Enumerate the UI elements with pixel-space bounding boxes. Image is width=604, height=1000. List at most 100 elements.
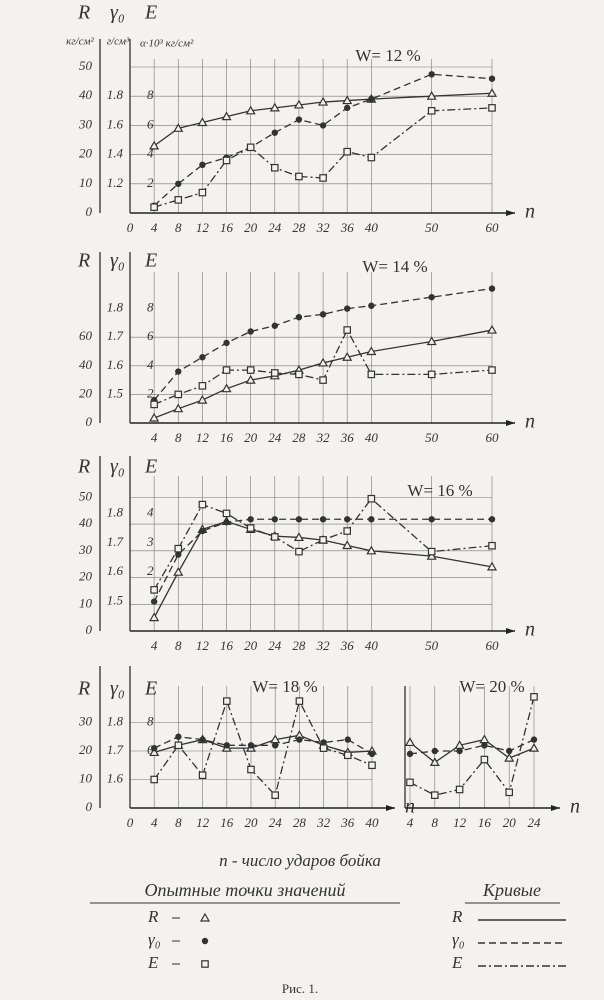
point xyxy=(201,937,209,945)
axis-header: γ₀ xyxy=(110,678,125,700)
point xyxy=(366,545,377,555)
point xyxy=(344,305,351,312)
x-axis-label: n xyxy=(525,411,535,433)
point xyxy=(505,788,514,797)
point xyxy=(246,524,255,532)
point xyxy=(486,324,498,334)
series-line xyxy=(153,736,373,755)
y3-tick-label: 2 xyxy=(147,385,154,400)
point xyxy=(271,129,278,136)
y-tick-label: 10 xyxy=(79,175,93,190)
y2-tick-label: 1.6 xyxy=(107,116,124,131)
x-tick-label: 16 xyxy=(478,815,492,830)
caption: Рис. 1. xyxy=(282,981,318,996)
series-line xyxy=(153,92,493,147)
series-line xyxy=(153,328,493,406)
point xyxy=(293,99,304,109)
x-tick-label: 16 xyxy=(220,638,234,653)
point xyxy=(174,196,183,204)
y3-units: α·10³ кг/см² xyxy=(140,38,194,50)
point xyxy=(368,95,375,103)
point xyxy=(222,366,231,374)
point xyxy=(272,742,279,749)
point xyxy=(319,516,327,523)
point xyxy=(481,742,488,749)
point xyxy=(221,383,232,393)
y-tick-label: 10 xyxy=(79,770,93,785)
x-tick-label: 50 xyxy=(425,638,439,653)
y2-tick-label: 1.8 xyxy=(107,713,124,728)
legend-label: γ₀ xyxy=(452,930,465,949)
annotation: W= 16 % xyxy=(407,481,472,500)
points-heading: Опытные точки значений xyxy=(144,880,345,900)
legend-label: E xyxy=(147,953,159,972)
x-tick-label: 36 xyxy=(340,638,355,653)
point xyxy=(150,744,158,752)
point xyxy=(222,156,231,165)
point xyxy=(295,516,303,523)
point xyxy=(198,382,207,390)
x-tick-label: 20 xyxy=(244,220,258,235)
point xyxy=(223,519,230,526)
point xyxy=(486,88,498,97)
point xyxy=(319,744,328,752)
y2-tick-label: 1.6 xyxy=(107,770,124,785)
y-tick-label: 50 xyxy=(79,58,93,73)
point xyxy=(488,366,496,374)
point xyxy=(319,376,327,384)
point xyxy=(221,111,232,121)
y-tick-label: 10 xyxy=(79,595,93,610)
y-tick-label: 40 xyxy=(79,515,93,530)
y-tick-label: 0 xyxy=(86,204,93,219)
point xyxy=(246,366,255,374)
y3-tick-label: 3 xyxy=(146,534,154,549)
legend-label: R xyxy=(451,907,463,926)
point xyxy=(149,612,160,622)
point xyxy=(197,117,208,127)
point xyxy=(150,598,158,605)
point xyxy=(488,104,496,112)
point xyxy=(343,147,352,156)
point xyxy=(271,322,278,329)
y-tick-label: 0 xyxy=(86,622,93,637)
point xyxy=(404,737,416,747)
x-tick-label: 24 xyxy=(268,220,282,235)
point xyxy=(149,412,160,422)
x-tick-label: 60 xyxy=(486,220,500,235)
x-tick-label: 8 xyxy=(175,638,182,653)
point xyxy=(431,791,439,799)
point xyxy=(173,123,184,132)
y-tick-label: 60 xyxy=(79,328,93,343)
point xyxy=(198,500,207,509)
point xyxy=(271,533,279,541)
point xyxy=(295,697,304,705)
point xyxy=(342,95,353,105)
curves-heading: Кривые xyxy=(482,880,541,900)
y3-tick-label: 2 xyxy=(147,175,154,190)
x-tick-label: 20 xyxy=(244,638,258,653)
point xyxy=(174,741,183,750)
x-tick-label: 4 xyxy=(407,815,414,830)
point xyxy=(173,566,184,576)
axis-header: γ₀ xyxy=(110,456,125,478)
x-tick-label: 12 xyxy=(453,815,467,830)
y2-tick-label: 1.7 xyxy=(107,742,124,757)
point xyxy=(318,96,329,106)
x-tick-label: 28 xyxy=(292,430,306,445)
x-tick-label: 24 xyxy=(269,815,283,830)
x-tick-label: 40 xyxy=(365,220,379,235)
arrow xyxy=(506,628,515,634)
point xyxy=(198,188,207,197)
y3-tick-label: 8 xyxy=(147,87,154,102)
y-tick-label: 20 xyxy=(79,385,93,400)
y2-tick-label: 1.8 xyxy=(107,300,124,315)
y-tick-label: 30 xyxy=(78,542,93,557)
x-tick-label: 24 xyxy=(268,638,282,653)
point xyxy=(271,369,279,377)
axis-header: γ₀ xyxy=(110,2,125,24)
y-tick-label: 20 xyxy=(79,569,93,584)
x-tick-label: 20 xyxy=(503,815,517,830)
annotation: W= 12 % xyxy=(355,46,420,65)
series-line xyxy=(409,696,535,796)
